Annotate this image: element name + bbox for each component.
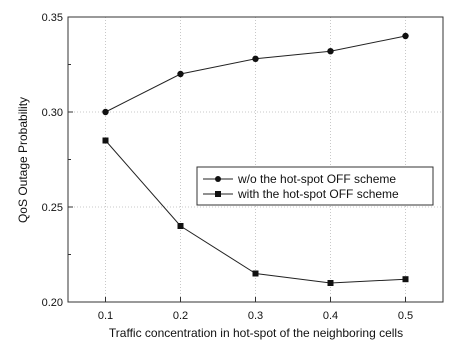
data-point-square (102, 137, 109, 144)
legend-marker-circle (215, 176, 221, 182)
data-point-square (327, 280, 334, 286)
x-tick-label: 0.3 (248, 310, 263, 322)
y-axis-title: QoS Outage Probability (16, 97, 30, 223)
legend: w/o the hot-spot OFF scheme with the hot… (196, 166, 434, 206)
data-point-square (252, 270, 259, 277)
data-point-circle (177, 70, 184, 78)
x-tick-label: 0.5 (398, 310, 413, 322)
legend-box (196, 166, 434, 206)
data-point-square (402, 276, 409, 283)
series-layer (102, 32, 409, 286)
data-point-circle (252, 55, 259, 62)
data-point-circle (102, 108, 109, 116)
y-tick-label: 0.20 (42, 297, 63, 309)
data-point-square (177, 223, 184, 229)
y-tick-label: 0.30 (42, 107, 63, 119)
legend-marker-square (215, 191, 221, 197)
y-tick-label: 0.25 (42, 202, 63, 214)
y-tick-label: 0.35 (42, 12, 63, 24)
x-tick-label: 0.2 (173, 310, 188, 322)
x-axis-title: Traffic concentration in hot-spot of the… (109, 326, 403, 340)
axis-ticks: 0.1 0.2 0.3 0.4 0.5 0.20 0.25 0.30 0.35 (42, 12, 414, 322)
legend-label-series-1: w/o the hot-spot OFF scheme (237, 172, 396, 186)
data-point-circle (402, 32, 409, 40)
x-tick-label: 0.4 (323, 310, 338, 322)
legend-label-series-2: with the hot-spot OFF scheme (237, 187, 399, 201)
data-point-circle (327, 48, 334, 55)
x-tick-label: 0.1 (98, 310, 113, 322)
